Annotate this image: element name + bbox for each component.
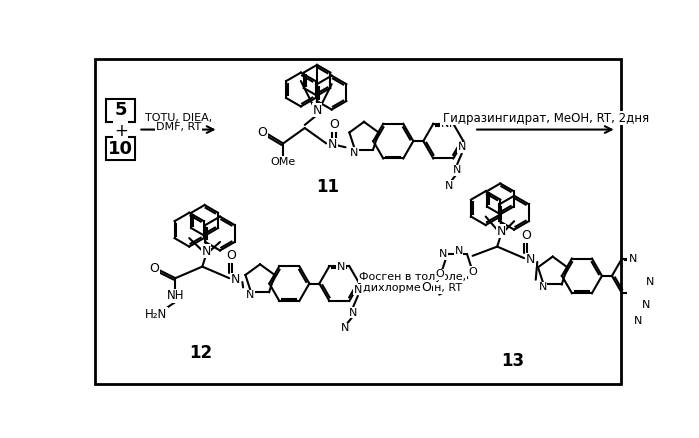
- Text: N: N: [445, 181, 454, 191]
- Text: 13: 13: [501, 352, 524, 370]
- Text: N: N: [328, 138, 337, 152]
- Text: O: O: [226, 249, 236, 262]
- Text: N: N: [337, 261, 345, 272]
- Bar: [106, 99, 136, 122]
- Text: O: O: [436, 269, 445, 279]
- Text: O: O: [468, 267, 477, 277]
- Text: 11: 11: [317, 178, 339, 196]
- Text: N: N: [496, 225, 506, 238]
- Text: N: N: [349, 308, 357, 318]
- Text: DMF, RT: DMF, RT: [156, 122, 201, 132]
- Text: N: N: [454, 246, 463, 256]
- Text: Гидразингидрат, MeOH, RT, 2дня: Гидразингидрат, MeOH, RT, 2дня: [442, 112, 649, 124]
- Text: N: N: [439, 249, 447, 259]
- Text: N: N: [201, 245, 211, 258]
- Text: N: N: [440, 119, 449, 129]
- Text: N: N: [458, 142, 466, 152]
- Text: N: N: [453, 166, 461, 175]
- Text: TOTU, DIEA,: TOTU, DIEA,: [145, 113, 212, 123]
- Text: N: N: [231, 273, 240, 286]
- Text: N: N: [246, 290, 254, 300]
- Text: N: N: [350, 148, 358, 158]
- Text: O: O: [150, 262, 159, 276]
- Text: N: N: [634, 315, 642, 325]
- Text: H₂N: H₂N: [145, 308, 167, 321]
- Text: N: N: [629, 254, 637, 264]
- Text: OMe: OMe: [271, 157, 296, 167]
- Bar: [106, 137, 136, 160]
- Text: O: O: [329, 118, 339, 131]
- Text: N: N: [341, 323, 350, 333]
- Text: O: O: [521, 230, 531, 242]
- Text: дихлорметан, RT: дихлорметан, RT: [363, 283, 462, 293]
- Text: N: N: [647, 277, 655, 287]
- Text: Фосген в толуоле,: Фосген в толуоле,: [359, 272, 466, 283]
- Text: N: N: [642, 300, 650, 310]
- Text: N: N: [354, 285, 362, 295]
- Text: N: N: [538, 283, 547, 293]
- Text: N: N: [312, 104, 322, 117]
- Text: 12: 12: [189, 344, 212, 362]
- Text: NH: NH: [166, 290, 184, 302]
- Text: O: O: [421, 281, 431, 294]
- Text: O: O: [257, 126, 267, 139]
- Text: 10: 10: [108, 140, 134, 158]
- Text: N: N: [526, 253, 535, 266]
- Text: +: +: [114, 122, 128, 140]
- Text: 5: 5: [115, 101, 127, 119]
